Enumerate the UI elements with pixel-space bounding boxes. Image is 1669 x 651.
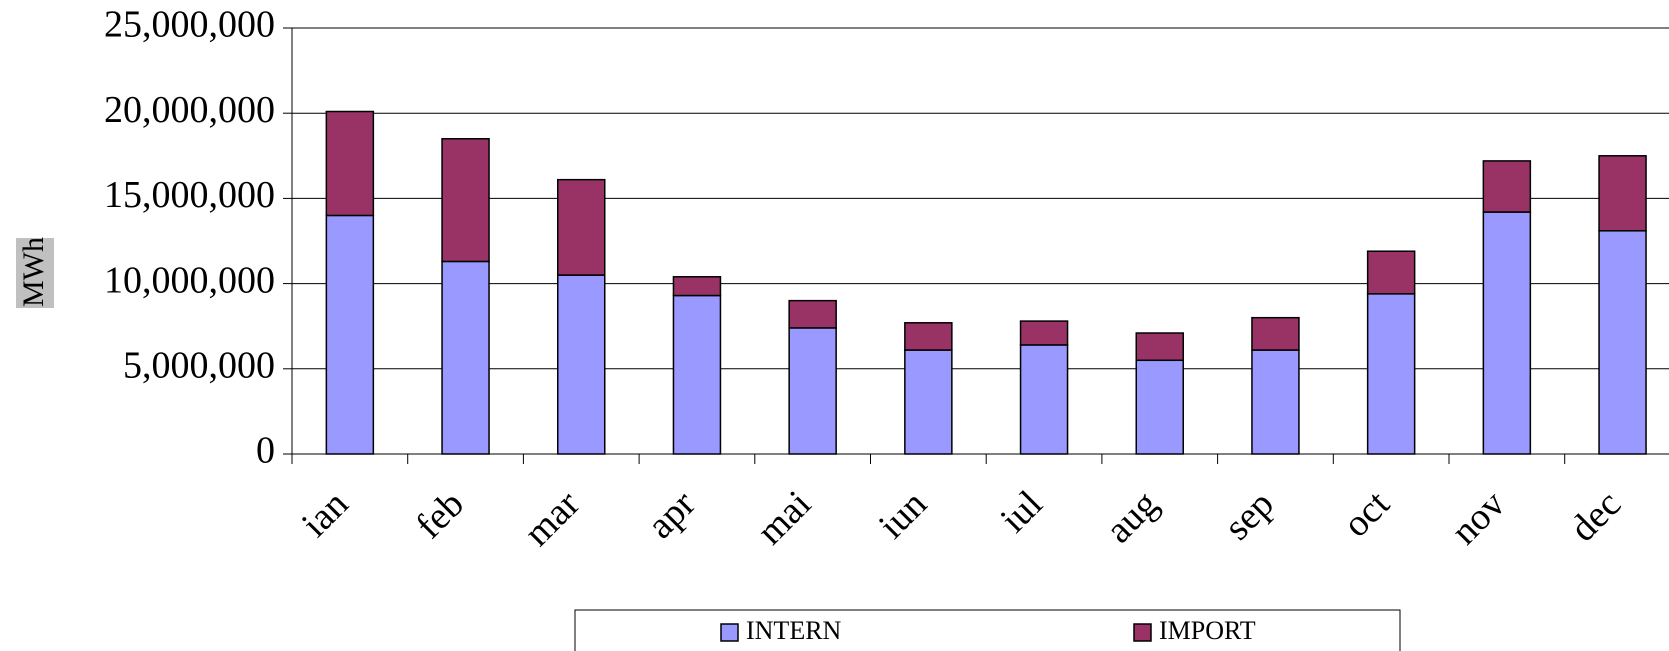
bar-segment [788, 327, 837, 455]
x-tick-label: nov [1443, 483, 1513, 553]
x-tick-label: mai [749, 483, 819, 553]
x-tick-label: oct [1335, 483, 1398, 546]
bar-segment [1135, 332, 1184, 362]
x-tick-label: ian [294, 483, 357, 546]
y-tick-label: 25,000,000 [104, 4, 275, 46]
y-tick-label: 0 [256, 430, 275, 472]
bar-segment [1019, 344, 1069, 455]
bar-segment [1251, 349, 1300, 455]
x-tick-label: sep [1216, 483, 1282, 549]
legend-swatch [1133, 623, 1152, 642]
x-tick-label: aug [1098, 483, 1167, 552]
x-tick-label: iun [871, 483, 935, 547]
bar-segment [672, 276, 722, 297]
bar-segment [904, 322, 953, 351]
x-tick-label: feb [408, 483, 472, 547]
bar-segment [1482, 160, 1532, 213]
bar-segment [441, 260, 490, 455]
bar-segment [325, 110, 375, 217]
bar-segment [1598, 155, 1647, 232]
legend-box [574, 609, 1401, 651]
bar-segment [557, 274, 606, 455]
x-tick-label: dec [1562, 483, 1629, 550]
bar-segment [1482, 211, 1532, 455]
y-tick-label: 10,000,000 [104, 259, 275, 301]
bar-segment [325, 214, 375, 455]
y-axis-label: MWh [17, 237, 50, 307]
legend-label: INTERN [746, 616, 842, 645]
bar-segment [441, 138, 490, 263]
bar-segment [1251, 316, 1300, 351]
y-tick-label: 20,000,000 [104, 89, 275, 131]
x-tick-label: iul [993, 483, 1051, 541]
bar-segment [1366, 250, 1416, 295]
x-tick-label: apr [639, 483, 703, 547]
x-tick-label: mar [516, 483, 588, 555]
bar-segment [1598, 230, 1647, 455]
legend-swatch [720, 623, 739, 642]
y-tick-label: 15,000,000 [104, 174, 275, 216]
bar-segment [1135, 359, 1184, 455]
bar-segment [557, 178, 606, 276]
y-label-background [16, 238, 54, 308]
y-tick-label: 5,000,000 [123, 345, 275, 387]
bar-segment [904, 349, 953, 455]
bar-segment [788, 299, 837, 329]
bar-segment [1366, 293, 1416, 455]
legend-label: IMPORT [1159, 616, 1256, 645]
bar-segment [672, 294, 722, 455]
bar-segment [1019, 320, 1069, 346]
